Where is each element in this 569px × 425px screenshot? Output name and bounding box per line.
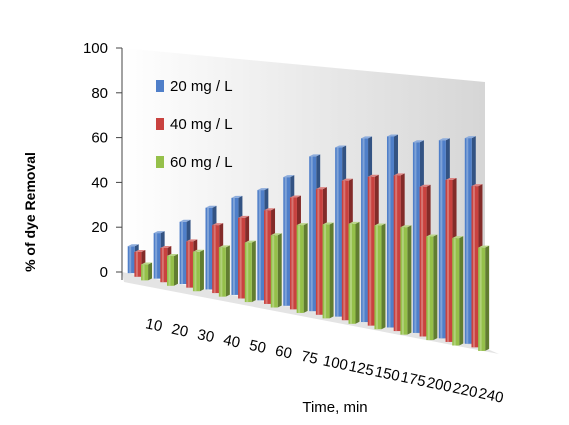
x-tick-label: 30 [196,326,216,346]
bars-layer [127,134,490,351]
x-tick-label: 125 [347,358,375,380]
x-tick-label: 240 [477,385,505,407]
bar [218,245,230,297]
x-tick-label: 75 [300,348,320,368]
bar [192,249,204,292]
bar [348,221,360,324]
legend-swatch [156,118,164,130]
bar [400,225,412,335]
x-axis-title: Time, min [302,399,367,416]
y-axis: 0 20 40 60 80 100 [83,40,123,281]
bar [270,233,282,308]
legend-swatch [156,80,164,92]
x-tick-label: 50 [248,337,268,357]
bar [478,245,490,351]
x-tick-label: 60 [274,342,294,362]
x-tick-label: 10 [144,315,164,335]
bar [167,254,179,286]
x-tick-label: 175 [399,369,427,391]
y-tick-label: 80 [91,85,108,102]
bar [452,236,464,346]
y-tick-label: 40 [91,174,108,191]
bar [296,223,308,313]
x-tick-label: 200 [425,374,453,396]
x-tick-label: 150 [373,363,401,385]
legend-label: 40 mg / L [170,116,233,133]
x-tick-label: 220 [451,380,479,402]
x-tick-label: 100 [321,352,349,374]
y-axis-title: % of dye Removal [22,152,38,272]
x-tick-label: 20 [170,321,190,341]
y-tick-label: 60 [91,130,108,147]
y-tick-label: 20 [91,219,108,236]
legend-label: 20 mg / L [170,78,233,95]
bar [322,222,334,319]
bar [244,240,256,303]
y-tick-label: 100 [83,40,108,57]
legend-label: 60 mg / L [170,154,233,171]
bar [426,234,438,341]
y-tick-label: 0 [100,264,108,281]
bar [374,223,386,330]
legend: 20 mg / L 40 mg / L 60 mg / L [156,78,233,171]
bar [141,262,153,281]
x-tick-label: 40 [222,332,242,352]
legend-swatch [156,156,164,168]
